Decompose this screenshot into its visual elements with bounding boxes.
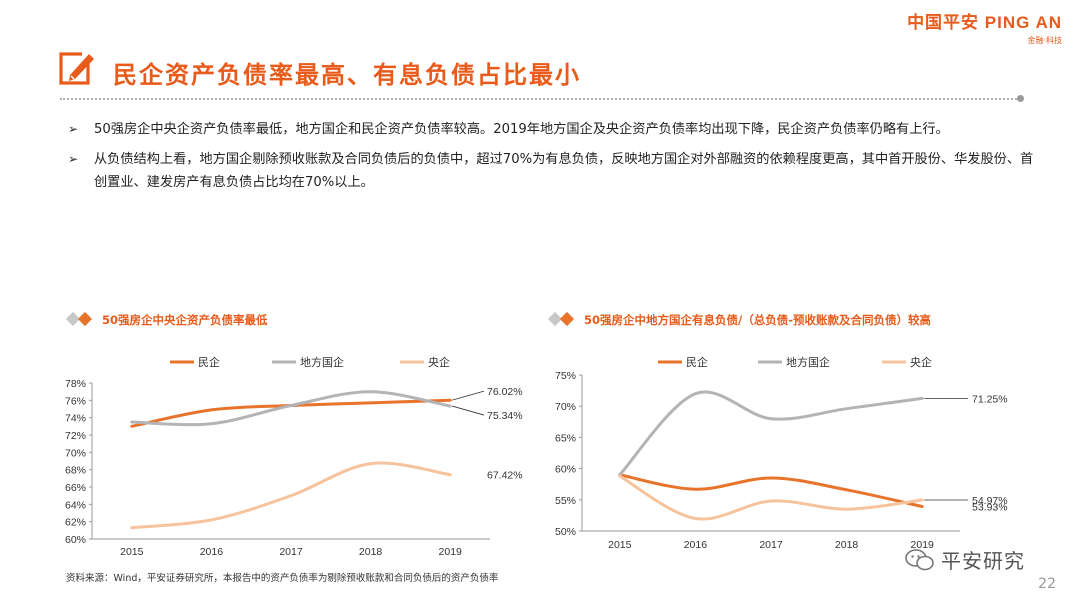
legend-label: 民企 [198,355,220,369]
y-tick-label: 60% [555,464,576,476]
page-number: 22 [1038,576,1056,592]
data-label: 54.97% [972,495,1008,507]
data-label: 76.02% [487,386,523,398]
x-tick-label: 2016 [684,539,708,551]
x-tick-label: 2019 [439,546,463,558]
series-line [130,390,452,427]
y-tick-label: 68% [65,465,86,477]
y-tick-label: 62% [65,517,86,529]
x-tick-label: 2018 [835,539,859,551]
title-divider-end [1017,95,1024,102]
legend-label: 地方国企 [786,355,830,369]
bullet-list: ➢ 50强房企中央企资产负债率最低，地方国企和民企资产负债率较高。2019年地方… [66,118,1036,201]
chart2-title: 50强房企中地方国企有息负债/（总负债-预收账款及合同负债）较高 [584,313,931,327]
data-label-leader [452,405,485,416]
diamond-icon [547,311,578,328]
bullet-item: ➢ 50强房企中央企资产负债率最低，地方国企和民企资产负债率较高。2019年地方… [66,118,1036,141]
bullet-text: 从负债结构上看，地方国企剔除预收账款及合同负债后的负债中，超过70%为有息负债，… [94,152,1034,190]
legend-label: 央企 [428,355,450,369]
series-line [130,461,452,530]
y-tick-label: 66% [65,482,86,494]
legend-label: 民企 [686,355,708,369]
data-label: 67.42% [487,470,523,482]
y-tick-label: 55% [555,495,576,507]
y-tick-label: 60% [65,534,86,546]
brand-name: 中国平安 PING AN [907,13,1062,32]
watermark: 平安研究 [905,545,1025,574]
chart1-title: 50强房企中央企资产负债率最低 [102,313,268,327]
y-tick-label: 65% [555,432,576,444]
y-tick-label: 72% [65,430,86,442]
x-tick-label: 2015 [608,539,632,551]
x-tick-label: 2017 [279,546,303,558]
arrow-bullet-icon: ➢ [68,152,79,166]
brand-tagline: 金融·科技 [1027,36,1062,45]
chart2-svg: 民企 地方国企 央企 50% 55% 60% 65% 70% 75% 2015 2016 2017 20… [555,355,1008,551]
y-tick-label: 74% [65,413,86,425]
legend-label: 央企 [910,355,932,369]
arrow-bullet-icon: ➢ [68,122,79,136]
x-tick-label: 2017 [759,539,783,551]
source-note: 资料来源：Wind，平安证券研究所，本报告中的资产负债率为剔除预收账款和合同负债… [66,573,499,584]
chart1-header: 50强房企中央企资产负债率最低 [65,311,268,328]
bullet-text: 50强房企中央企资产负债率最低，地方国企和民企资产负债率较高。2019年地方国企… [94,122,949,137]
x-tick-label: 2016 [200,546,224,558]
x-tick-label: 2015 [120,546,144,558]
chat-bubble-icon [905,548,934,570]
chart1-svg: 民企 地方国企 央企 60% 62% 64% 66% 68% 70% 72% 74% 76% 78% 20… [65,355,523,558]
y-tick-label: 75% [555,370,576,382]
data-label: 53.93% [972,501,1008,513]
series-line [618,473,924,508]
bullet-item: ➢ 从负债结构上看，地方国企剔除预收账款及合同负债后的负债中，超过70%为有息负… [66,148,1036,194]
y-tick-label: 50% [555,526,576,538]
data-label-leader [452,390,485,401]
y-tick-label: 64% [65,499,86,511]
y-tick-label: 78% [65,378,86,390]
page-title: 民企资产负债率最高、有息负债占比最小 [113,61,581,89]
title-divider [60,98,1020,100]
x-tick-label: 2018 [359,546,383,558]
series-line [618,390,924,477]
chart2-header: 50强房企中地方国企有息负债/（总负债-预收账款及合同负债）较高 [547,311,931,328]
series-line [618,474,924,521]
legend-label: 地方国企 [300,355,344,369]
y-tick-label: 70% [65,447,86,459]
pencil-square-icon [59,50,94,85]
y-tick-label: 76% [65,395,86,407]
data-label: 71.25% [972,393,1008,405]
watermark-text: 平安研究 [941,549,1025,573]
diamond-icon [65,311,96,328]
data-label: 75.34% [487,410,523,422]
y-tick-label: 70% [555,401,576,413]
brand-logo: 中国平安 PING AN 金融·科技 [907,8,1062,46]
x-tick-label: 2019 [911,539,935,551]
